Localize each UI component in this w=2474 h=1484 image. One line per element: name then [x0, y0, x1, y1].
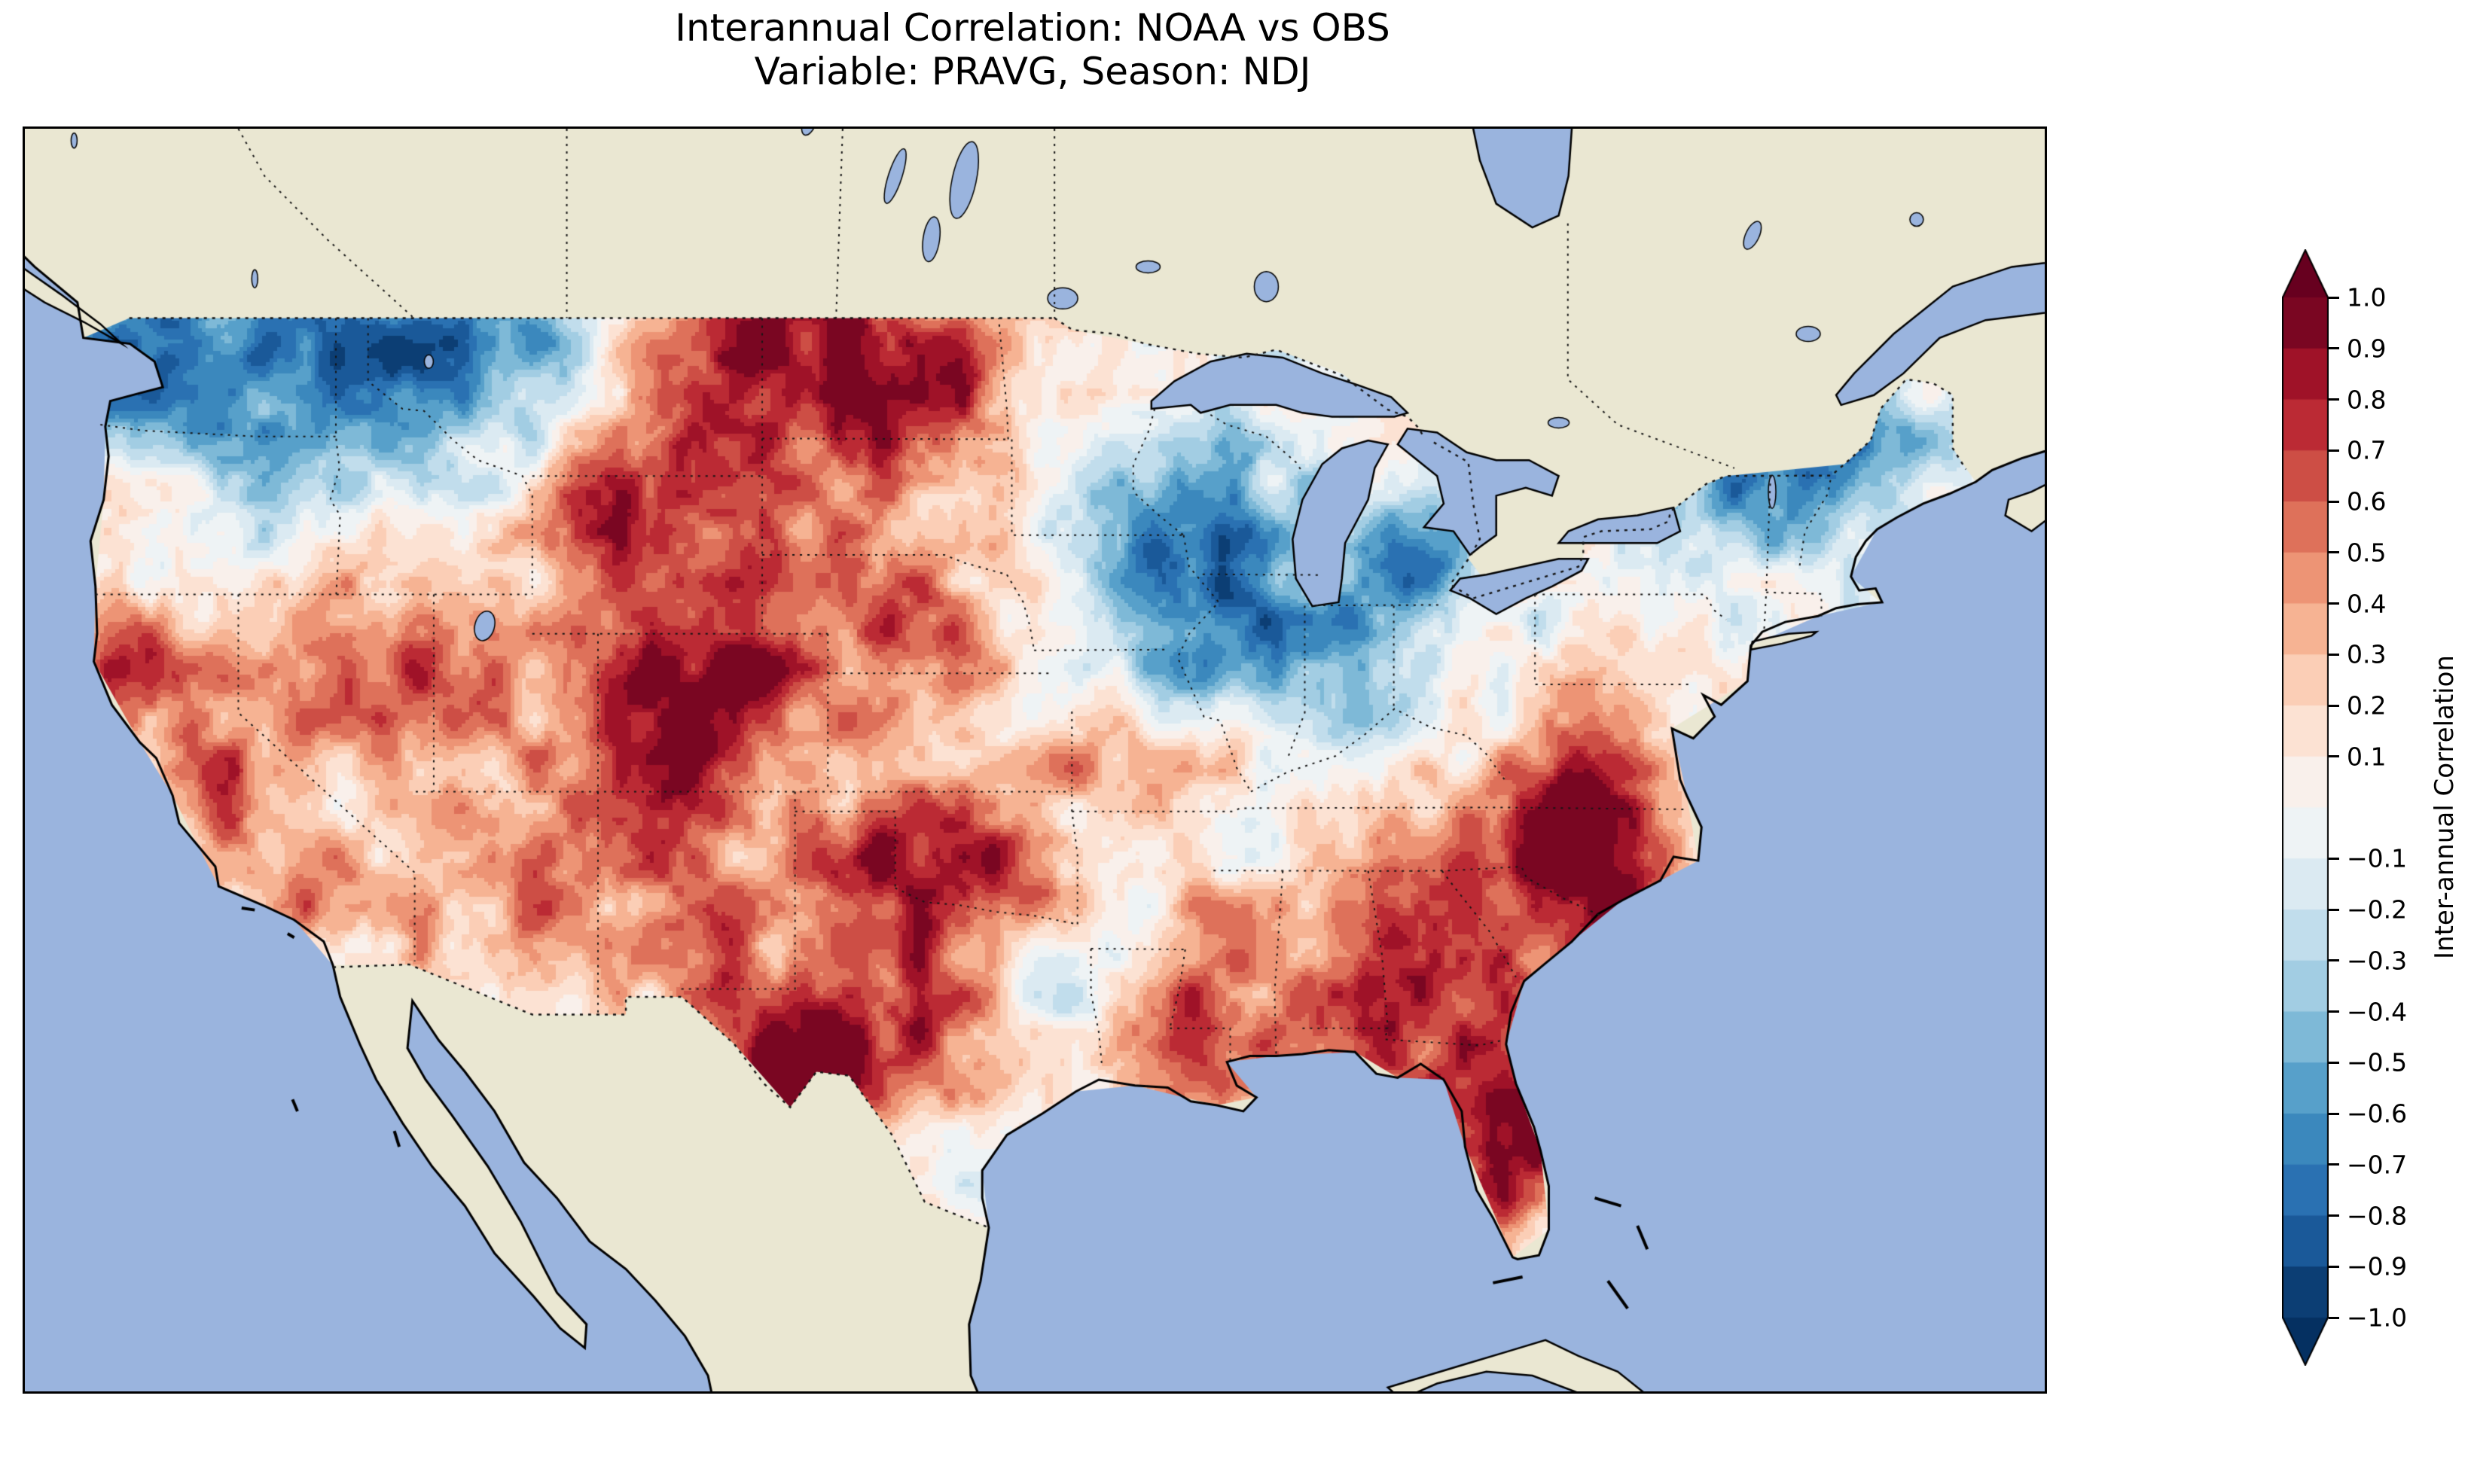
colorbar-tick-label: −0.4 — [2347, 997, 2408, 1026]
colorbar-tick-mark — [2329, 959, 2339, 962]
map-panel — [23, 126, 2047, 1394]
colorbar-tick-label: −0.2 — [2347, 894, 2408, 925]
colorbar-tick-label: 0.9 — [2347, 334, 2387, 364]
colorbar-tick-mark — [2329, 1265, 2339, 1268]
colorbar-tick-mark — [2329, 1163, 2339, 1166]
colorbar-tick-label: −0.8 — [2347, 1201, 2408, 1230]
colorbar-tick-mark — [2329, 551, 2339, 554]
title-line-1: Interannual Correlation: NOAA vs OBS — [675, 6, 1390, 50]
colorbar-tick-label: −1.0 — [2347, 1303, 2408, 1333]
colorbar-tick-mark — [2329, 500, 2339, 503]
colorbar-tick-mark — [2329, 1061, 2339, 1064]
colorbar-tick-mark — [2329, 653, 2339, 656]
colorbar-tick-label: −0.6 — [2347, 1099, 2408, 1129]
colorbar-tick-label: 0.8 — [2347, 385, 2387, 414]
colorbar-tick-label: −0.1 — [2347, 843, 2408, 873]
colorbar-tick-mark — [2329, 1316, 2339, 1319]
colorbar-tick-mark — [2329, 1214, 2339, 1217]
colorbar-tick-label: 1.0 — [2347, 282, 2387, 312]
colorbar-tick-mark — [2329, 908, 2339, 911]
colorbar-tick-mark — [2329, 602, 2339, 605]
colorbar-tick-label: 0.5 — [2347, 538, 2387, 568]
colorbar-tick-mark — [2329, 704, 2339, 707]
colorbar — [2282, 249, 2329, 1366]
colorbar-tick-label: 0.1 — [2347, 742, 2387, 772]
figure-title: Interannual Correlation: NOAA vs OBS Var… — [23, 6, 2042, 93]
colorbar-tick-label: 0.6 — [2347, 486, 2387, 517]
title-line-2: Variable: PRAVG, Season: NDJ — [754, 50, 1311, 93]
colorbar-tick-mark — [2329, 857, 2339, 860]
colorbar-tick-mark — [2329, 1010, 2339, 1013]
colorbar-tick-label: 0.3 — [2347, 639, 2387, 669]
colorbar-tick-label: 0.7 — [2347, 435, 2387, 465]
colorbar-axis-label: Inter-annual Correlation — [2430, 655, 2460, 959]
colorbar-tick-label: −0.9 — [2347, 1251, 2408, 1281]
colorbar-tick-label: −0.7 — [2347, 1150, 2408, 1180]
colorbar-tick-mark — [2329, 1112, 2339, 1115]
colorbar-tick-label: 0.2 — [2347, 690, 2387, 721]
colorbar-tick-mark — [2329, 398, 2339, 401]
colorbar-tick-mark — [2329, 296, 2339, 299]
colorbar-tick-label: −0.5 — [2347, 1047, 2408, 1077]
colorbar-tick-mark — [2329, 347, 2339, 350]
correlation-map-canvas — [25, 129, 2045, 1391]
colorbar-tick-label: −0.3 — [2347, 946, 2408, 976]
colorbar-tick-mark — [2329, 755, 2339, 758]
colorbar-tick-mark — [2329, 449, 2339, 452]
colorbar-tick-label: 0.4 — [2347, 589, 2387, 618]
